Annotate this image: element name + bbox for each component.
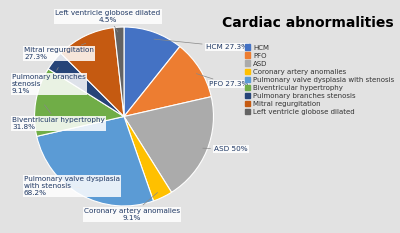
Wedge shape	[124, 47, 211, 116]
Wedge shape	[114, 27, 124, 117]
Wedge shape	[124, 116, 172, 201]
Wedge shape	[48, 53, 124, 116]
Text: HCM 27.3%: HCM 27.3%	[154, 39, 248, 50]
Text: Mitral regurgitation
27.3%: Mitral regurgitation 27.3%	[24, 43, 94, 60]
Text: Left ventricle globose dilated
4.5%: Left ventricle globose dilated 4.5%	[55, 10, 161, 32]
Wedge shape	[61, 27, 124, 116]
Text: Biventricular hypertrophy
31.8%: Biventricular hypertrophy 31.8%	[12, 105, 105, 130]
Wedge shape	[124, 27, 180, 117]
Wedge shape	[124, 97, 214, 192]
Text: Pulmonary valve dysplasia
with stenosis
68.2%: Pulmonary valve dysplasia with stenosis …	[24, 176, 120, 196]
Text: PFO 27.3%: PFO 27.3%	[196, 74, 248, 87]
Text: Cardiac abnormalities: Cardiac abnormalities	[222, 16, 394, 30]
Text: ASD 50%: ASD 50%	[203, 146, 248, 152]
Wedge shape	[34, 69, 124, 136]
Text: Pulmonary branches
stenosis
9.1%: Pulmonary branches stenosis 9.1%	[12, 68, 86, 94]
Text: Coronary artery anomalies
9.1%: Coronary artery anomalies 9.1%	[84, 192, 180, 221]
Wedge shape	[37, 116, 154, 206]
Legend: HCM, PFO, ASD, Coronary artery anomalies, Pulmonary valve dysplasia with stenosi: HCM, PFO, ASD, Coronary artery anomalies…	[244, 43, 396, 116]
